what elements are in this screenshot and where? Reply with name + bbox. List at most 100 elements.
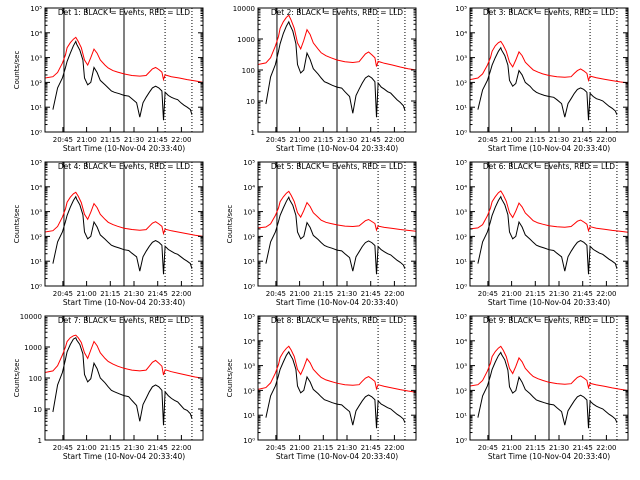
lld-series-line <box>44 36 204 83</box>
x-tick-label: 21:00 <box>77 290 97 298</box>
lld-series-line <box>469 190 629 233</box>
y-tick-label: 10⁵ <box>455 5 467 13</box>
y-tick-label: 10⁰ <box>243 283 255 291</box>
detector-panel-6: 10⁰ 10¹ 10² 10³ 10⁴ 10⁵ 20:45 21:00 21:15 21:30 21… <box>455 159 629 307</box>
x-tick-label: 21:45 <box>361 444 381 452</box>
y-tick-label: 10¹ <box>30 104 42 112</box>
chart-title: Det 2: BLACK = Events, RED = LLD <box>271 8 403 17</box>
plot-frame <box>469 7 629 133</box>
x-tick-label: 21:30 <box>124 136 144 144</box>
y-tick-label: 10⁰ <box>455 437 467 445</box>
y-tick-label: 10² <box>30 79 42 87</box>
lld-series-line <box>469 40 629 84</box>
x-tick-label: 21:45 <box>148 136 168 144</box>
y-axis-label: Counts/sec <box>226 205 234 244</box>
y-tick-label: 10¹ <box>455 412 467 420</box>
x-tick-label: 21:15 <box>313 290 333 298</box>
x-tick-label: 22:00 <box>171 290 191 298</box>
x-tick-label: 21:30 <box>124 444 144 452</box>
x-tick-label: 21:30 <box>549 444 569 452</box>
y-tick-label: 1 <box>251 129 255 137</box>
x-tick-label: 21:45 <box>148 290 168 298</box>
y-tick-label: 10⁴ <box>30 30 42 38</box>
x-tick-label: 21:00 <box>502 290 522 298</box>
events-series-line <box>265 350 406 429</box>
x-tick-label: 20:45 <box>266 290 286 298</box>
x-tick-label: 21:45 <box>148 444 168 452</box>
plot-frame <box>257 315 417 441</box>
y-tick-label: 10000 <box>20 313 42 321</box>
y-tick-label: 10³ <box>30 55 42 63</box>
y-tick-label: 10⁰ <box>30 283 42 291</box>
x-tick-label: 20:45 <box>478 444 498 452</box>
chart-title: Det 7: BLACK = Events, RED = LLD <box>58 316 190 325</box>
x-tick-label: 20:45 <box>53 444 73 452</box>
y-tick-label: 10⁰ <box>30 129 42 137</box>
events-series-line <box>477 46 618 121</box>
detector-panel-5: 10⁰ 10¹ 10² 10³ 10⁴ 10⁵ 20:45 21:00 21:15 21:30 21… <box>226 159 417 307</box>
y-tick-label: 10¹ <box>455 104 467 112</box>
x-axis-label: Start Time (10-Nov-04 20:33:40) <box>276 144 398 153</box>
x-tick-label: 22:00 <box>384 444 404 452</box>
x-tick-label: 21:45 <box>573 444 593 452</box>
detector-panel-9: 10⁰ 10¹ 10² 10³ 10⁴ 10⁵ 20:45 21:00 21:15 21:30 21… <box>455 313 629 461</box>
x-tick-label: 21:45 <box>573 136 593 144</box>
lld-series-line <box>257 190 417 232</box>
y-tick-label: 100 <box>242 67 255 75</box>
plot-frame <box>469 315 629 441</box>
y-tick-label: 1 <box>38 437 42 445</box>
x-axis-label: Start Time (10-Nov-04 20:33:40) <box>63 298 185 307</box>
x-tick-label: 21:15 <box>100 444 120 452</box>
y-tick-label: 10¹ <box>30 258 42 266</box>
plot-frame <box>469 161 629 287</box>
y-tick-label: 10⁵ <box>455 313 467 321</box>
x-tick-label: 22:00 <box>596 290 616 298</box>
x-tick-label: 21:15 <box>313 444 333 452</box>
y-tick-label: 10⁵ <box>243 159 255 167</box>
y-tick-label: 10⁴ <box>455 338 467 346</box>
x-tick-label: 20:45 <box>53 290 73 298</box>
x-tick-label: 21:15 <box>525 444 545 452</box>
x-tick-label: 21:00 <box>77 136 97 144</box>
detector-panel-2: 1 10 100 1000 10000 20:45 21:00 21:15 21:30 21:45… <box>233 5 417 153</box>
y-tick-label: 10¹ <box>455 258 467 266</box>
x-tick-label: 21:45 <box>361 290 381 298</box>
x-tick-label: 21:00 <box>502 136 522 144</box>
x-tick-label: 21:15 <box>313 136 333 144</box>
events-series-line <box>477 351 618 429</box>
y-tick-label: 10² <box>455 79 467 87</box>
lld-series-line <box>44 334 204 379</box>
chart-title: Det 5: BLACK = Events, RED = LLD <box>271 162 403 171</box>
y-tick-label: 10³ <box>30 209 42 217</box>
y-tick-label: 10⁰ <box>455 129 467 137</box>
events-series-line <box>265 20 406 118</box>
x-tick-label: 21:30 <box>549 136 569 144</box>
y-tick-label: 10³ <box>243 363 255 371</box>
chart-title: Det 4: BLACK = Events, RED = LLD <box>58 162 190 171</box>
y-tick-label: 100 <box>29 375 42 383</box>
x-axis-label: Start Time (10-Nov-04 20:33:40) <box>488 144 610 153</box>
x-tick-label: 21:00 <box>290 290 310 298</box>
events-series-line <box>52 336 193 426</box>
x-tick-label: 22:00 <box>596 136 616 144</box>
x-tick-label: 20:45 <box>478 290 498 298</box>
x-tick-label: 21:45 <box>573 290 593 298</box>
y-tick-label: 10³ <box>455 209 467 217</box>
x-tick-label: 22:00 <box>171 444 191 452</box>
x-tick-label: 20:45 <box>266 444 286 452</box>
x-tick-label: 21:15 <box>100 290 120 298</box>
lld-series-line <box>257 345 417 393</box>
y-tick-label: 10¹ <box>243 412 255 420</box>
x-tick-label: 22:00 <box>171 136 191 144</box>
chart-title: Det 3: BLACK = Events, RED = LLD <box>483 8 615 17</box>
x-tick-label: 22:00 <box>384 136 404 144</box>
lld-series-line <box>257 14 417 71</box>
events-series-line <box>477 195 618 275</box>
lld-series-line <box>469 345 629 391</box>
x-tick-label: 22:00 <box>384 290 404 298</box>
detector-panel-3: 10⁰ 10¹ 10² 10³ 10⁴ 10⁵ 20:45 21:00 21:15 21:30 21… <box>455 5 629 153</box>
x-tick-label: 21:15 <box>525 290 545 298</box>
x-tick-label: 21:15 <box>100 136 120 144</box>
y-tick-label: 10² <box>243 233 255 241</box>
